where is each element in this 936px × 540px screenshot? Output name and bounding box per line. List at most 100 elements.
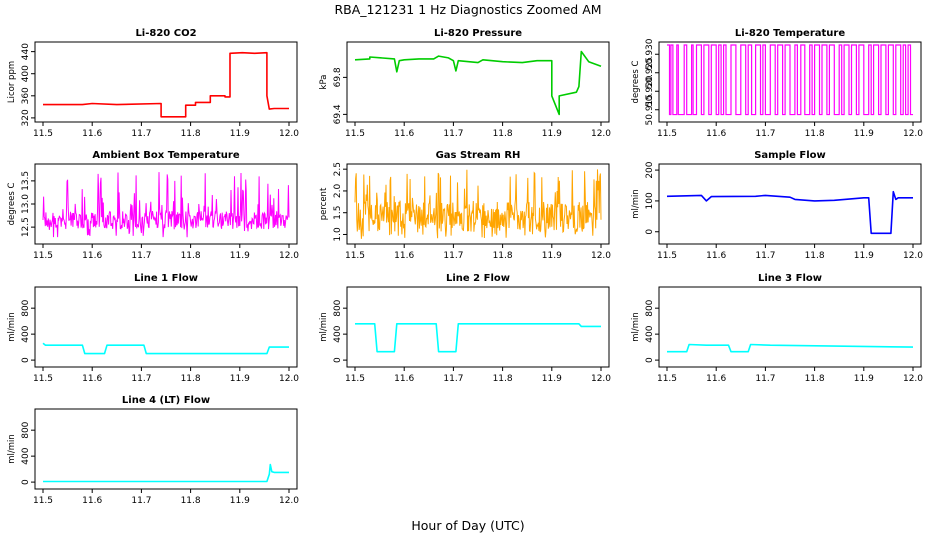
y-tick-label: 69.8 bbox=[333, 67, 343, 87]
plot-frame bbox=[34, 41, 298, 123]
y-tick-label: 0 bbox=[21, 479, 31, 485]
x-tick-label: 11.7 bbox=[131, 496, 151, 506]
y-tick-label: 69.4 bbox=[333, 104, 343, 124]
plot-frame bbox=[346, 41, 610, 123]
panel-7: Line 1 Flow 11.5 11.6 11.7 11.8 11.9 12.0 0 400 8… bbox=[7, 273, 299, 384]
x-tick-label: 12.0 bbox=[591, 251, 611, 261]
x-tick-label: 11.5 bbox=[345, 251, 365, 261]
y-axis-label: degrees C bbox=[631, 61, 641, 104]
y-tick-label: 100 bbox=[645, 192, 655, 209]
y-tick-label: 400 bbox=[21, 325, 31, 342]
y-axis-label: kPa bbox=[319, 75, 329, 90]
x-tick-label: 11.6 bbox=[82, 496, 102, 506]
series-line bbox=[354, 50, 602, 116]
x-tick-label: 11.8 bbox=[493, 129, 513, 139]
panel-4: Ambient Box Temperature 11.5 11.6 11.7 11.8 1… bbox=[7, 150, 299, 261]
series-line bbox=[667, 343, 914, 353]
x-tick-label: 11.9 bbox=[854, 374, 874, 384]
panel-title: Line 3 Flow bbox=[758, 273, 822, 284]
x-tick-label: 11.8 bbox=[493, 374, 513, 384]
series-line bbox=[354, 169, 602, 239]
x-tick-label: 11.9 bbox=[542, 129, 562, 139]
y-axis-label: ml/min bbox=[631, 312, 641, 342]
plot-frame bbox=[658, 41, 922, 123]
panel-9: Line 3 Flow 11.5 11.6 11.7 11.8 11.9 12.0 0 400 8… bbox=[631, 273, 923, 384]
x-tick-label: 11.7 bbox=[755, 251, 775, 261]
x-tick-label: 11.9 bbox=[230, 374, 250, 384]
x-tick-label: 11.8 bbox=[181, 251, 201, 261]
x-axis-label: Hour of Day (UTC) bbox=[411, 518, 525, 533]
y-tick-label: 360 bbox=[21, 87, 31, 104]
plot-frame bbox=[34, 286, 298, 368]
y-tick-label: 0 bbox=[645, 357, 655, 363]
y-tick-label: 0 bbox=[645, 229, 655, 235]
x-tick-label: 12.0 bbox=[903, 129, 923, 139]
x-tick-label: 11.6 bbox=[706, 129, 726, 139]
x-tick-label: 11.5 bbox=[657, 374, 677, 384]
y-tick-label: 440 bbox=[21, 43, 31, 60]
y-tick-label: 1.0 bbox=[333, 227, 343, 242]
x-tick-label: 12.0 bbox=[903, 374, 923, 384]
x-tick-label: 11.6 bbox=[82, 251, 102, 261]
x-tick-label: 11.7 bbox=[755, 129, 775, 139]
x-tick-label: 11.9 bbox=[230, 129, 250, 139]
y-tick-label: 2.5 bbox=[333, 162, 343, 176]
panel-title: Line 2 Flow bbox=[446, 273, 510, 284]
y-tick-label: 400 bbox=[333, 325, 343, 342]
x-tick-label: 12.0 bbox=[591, 129, 611, 139]
y-tick-label: 0 bbox=[21, 357, 31, 363]
y-tick-label: 2.0 bbox=[333, 184, 343, 199]
x-tick-label: 11.5 bbox=[345, 374, 365, 384]
y-tick-label: 400 bbox=[21, 65, 31, 82]
x-tick-label: 11.7 bbox=[443, 374, 463, 384]
x-tick-label: 11.7 bbox=[131, 374, 151, 384]
y-axis-label: ml/min bbox=[631, 189, 641, 219]
series-line bbox=[355, 323, 601, 353]
series-line bbox=[42, 342, 289, 355]
y-tick-label: 200 bbox=[645, 161, 655, 178]
plot-frame bbox=[34, 163, 298, 245]
y-tick-label: 800 bbox=[645, 299, 655, 316]
x-tick-label: 11.5 bbox=[33, 251, 53, 261]
panel-8: Line 2 Flow 11.5 11.6 11.7 11.8 11.9 12.0 0 400 8… bbox=[319, 273, 611, 384]
series-line bbox=[43, 463, 289, 483]
x-tick-label: 11.9 bbox=[854, 129, 874, 139]
x-tick-label: 11.6 bbox=[394, 251, 414, 261]
y-axis-label: ml/min bbox=[7, 434, 17, 464]
x-tick-label: 11.9 bbox=[854, 251, 874, 261]
panel-10: Line 4 (LT) Flow 11.5 11.6 11.7 11.8 11.9 12.0… bbox=[7, 395, 299, 506]
panel-title: Li-820 Temperature bbox=[735, 28, 845, 39]
panel-title: Line 4 (LT) Flow bbox=[122, 395, 210, 406]
y-tick-label: 13.0 bbox=[21, 194, 31, 214]
panel-1: Li-820 CO2 11.5 11.6 11.7 11.8 11.9 12.0 320 360… bbox=[7, 28, 299, 139]
x-tick-label: 11.9 bbox=[542, 251, 562, 261]
y-tick-label: 320 bbox=[21, 109, 31, 126]
y-tick-label: 800 bbox=[333, 299, 343, 316]
panel-title: Ambient Box Temperature bbox=[92, 150, 239, 161]
y-tick-label: 400 bbox=[645, 325, 655, 342]
y-axis-label: degrees C bbox=[7, 183, 17, 226]
series-line bbox=[42, 172, 290, 238]
x-tick-label: 11.5 bbox=[33, 496, 53, 506]
y-tick-label: 50.930 bbox=[645, 38, 655, 70]
y-tick-label: 800 bbox=[21, 299, 31, 316]
x-tick-label: 11.8 bbox=[493, 251, 513, 261]
panel-5: Gas Stream RH 11.5 11.6 11.7 11.8 11.9 12.0 1.0… bbox=[319, 150, 611, 261]
figure-title: RBA_121231 1 Hz Diagnostics Zoomed AM bbox=[334, 2, 602, 17]
x-tick-label: 11.5 bbox=[33, 129, 53, 139]
x-tick-label: 11.5 bbox=[33, 374, 53, 384]
x-tick-label: 11.8 bbox=[805, 374, 825, 384]
panel-title: Li-820 Pressure bbox=[434, 28, 522, 39]
x-tick-label: 11.5 bbox=[657, 251, 677, 261]
panel-6: Sample Flow 11.5 11.6 11.7 11.8 11.9 12.0 0 100 2… bbox=[631, 150, 923, 261]
y-axis-label: ml/min bbox=[7, 312, 17, 342]
plot-frame bbox=[658, 163, 922, 245]
x-tick-label: 12.0 bbox=[279, 374, 299, 384]
x-tick-label: 12.0 bbox=[279, 251, 299, 261]
y-tick-label: 400 bbox=[21, 447, 31, 464]
x-tick-label: 11.6 bbox=[394, 374, 414, 384]
y-tick-label: 50.915 bbox=[645, 94, 655, 126]
x-tick-label: 11.8 bbox=[805, 129, 825, 139]
y-tick-label: 800 bbox=[21, 421, 31, 438]
